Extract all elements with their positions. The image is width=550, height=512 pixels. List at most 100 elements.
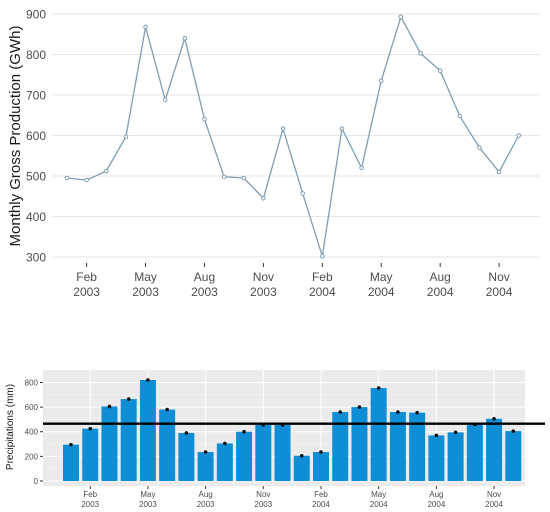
precipitation-bar — [139, 380, 156, 481]
precipitation-bar — [447, 432, 464, 481]
precipitation-bar — [178, 432, 195, 481]
precipitation-data-point — [396, 410, 400, 414]
precipitation-x-tick-label-year: 2004 — [312, 500, 330, 509]
production-x-tick-label-year: 2004 — [427, 285, 454, 299]
precipitation-data-point — [88, 426, 93, 431]
precipitation-data-point — [69, 442, 73, 447]
precipitation-x-tick-label-year: 2003 — [254, 500, 272, 509]
production-data-point — [84, 177, 89, 183]
production-y-tick-label: 700 — [26, 89, 46, 103]
precipitation-data-point — [415, 410, 419, 415]
production-x-tick-label-year: 2003 — [191, 285, 218, 299]
production-data-point — [359, 165, 364, 171]
production-y-tick-label: 600 — [26, 129, 46, 143]
precipitation-x-tick-label-year: 2004 — [370, 500, 388, 509]
precipitation-x-tick-label-month: Feb — [314, 490, 328, 499]
precipitation-x-tick-label-month: May — [140, 490, 155, 499]
production-x-tick-label-year: 2004 — [309, 285, 336, 299]
precipitation-x-tick-label-year: 2004 — [485, 500, 503, 509]
precipitation-bar — [274, 424, 291, 481]
production-data-point — [339, 126, 345, 131]
precipitation-y-ticks: 0 200 400 600 800 — [25, 378, 43, 486]
precipitation-data-point — [357, 405, 362, 409]
precipitation-bar — [428, 435, 445, 481]
precipitation-x-tick-label-month: Feb — [83, 490, 97, 499]
precipitation-data-point — [376, 386, 381, 390]
production-x-tick-label-year: 2003 — [250, 285, 277, 299]
precipitation-y-tick-label: 800 — [25, 378, 39, 387]
production-x-ticks: Feb2003May2003Aug2003Nov2003Feb2004May20… — [73, 263, 513, 299]
production-series-line — [66, 15, 520, 257]
precipitation-bar — [82, 428, 99, 481]
precipitation-bar — [312, 452, 329, 481]
production-data-point — [477, 145, 482, 150]
precipitation-y-tick-label: 200 — [25, 452, 39, 461]
production-y-tick-label: 400 — [26, 210, 46, 224]
production-series-points — [64, 14, 522, 259]
precipitation-data-point — [492, 416, 496, 421]
precipitation-bar — [159, 409, 176, 481]
precipitation-data-point — [338, 410, 343, 414]
production-x-tick-label-month: Feb — [312, 270, 333, 284]
precipitation-data-point — [299, 453, 304, 458]
precipitation-bar — [101, 406, 118, 481]
production-x-tick-label-month: Feb — [76, 270, 97, 284]
precipitation-data-point — [319, 450, 323, 454]
precipitation-bar — [466, 424, 483, 481]
precipitation-bar — [351, 407, 368, 481]
production-y-axis-label: Monthly Gross Production (GWh) — [7, 26, 24, 247]
precipitation-bar — [216, 443, 233, 481]
precipitation-data-point — [146, 378, 150, 382]
precipitation-data-point — [453, 430, 458, 435]
precipitation-bar — [370, 388, 387, 481]
precipitation-bar — [236, 431, 253, 481]
precipitation-bar — [409, 412, 426, 481]
production-data-point — [418, 50, 423, 56]
precipitation-bar — [63, 444, 79, 481]
precipitation-y-tick-label: 0 — [34, 477, 39, 486]
precipitation-x-tick-label-year: 2003 — [81, 500, 99, 509]
production-x-tick-label-year: 2003 — [73, 285, 100, 299]
production-data-point — [320, 253, 325, 259]
precipitation-y-tick-label: 600 — [25, 403, 39, 412]
precipitation-y-axis-label: Precipitations (mm) — [5, 384, 16, 470]
precipitation-y-tick-label: 400 — [25, 428, 39, 437]
production-data-point — [182, 36, 188, 41]
precipitation-x-tick-label-month: Aug — [198, 490, 212, 499]
production-x-tick-label-month: May — [134, 270, 157, 284]
production-x-tick-label-month: Nov — [253, 270, 274, 284]
precipitation-data-point — [511, 429, 516, 433]
precipitation-x-tick-label-month: Nov — [487, 490, 501, 499]
production-data-point — [123, 134, 129, 140]
production-data-point — [496, 169, 502, 175]
precipitation-x-tick-label-month: Nov — [256, 490, 270, 499]
production-y-tick-label: 300 — [26, 251, 46, 265]
production-data-point — [437, 68, 443, 73]
precipitation-bar — [389, 412, 406, 481]
precipitation-x-tick-label-year: 2004 — [427, 500, 445, 509]
production-data-point — [103, 168, 109, 174]
precipitation-bar — [120, 399, 137, 481]
precipitation-x-tick-label-month: May — [371, 490, 386, 499]
precipitation-bar — [486, 418, 503, 481]
production-x-tick-label-year: 2004 — [486, 285, 513, 299]
precipitation-bar — [332, 412, 349, 481]
production-x-tick-label-month: Aug — [194, 270, 215, 284]
precipitation-bar — [197, 452, 214, 481]
precipitation-data-point — [223, 441, 227, 446]
precipitation-x-tick-label-year: 2003 — [139, 500, 157, 509]
production-data-point — [398, 14, 404, 20]
production-x-tick-label-month: May — [370, 270, 393, 284]
precipitation-data-point — [126, 397, 131, 401]
production-data-point — [162, 97, 168, 103]
precipitation-bar — [255, 424, 272, 481]
production-data-point — [202, 117, 207, 122]
production-data-point — [261, 195, 266, 201]
production-data-point — [221, 174, 227, 180]
precipitation-data-point — [434, 433, 439, 438]
production-y-tick-label: 800 — [26, 48, 46, 62]
precipitation-x-ticks: Feb2003May2003Aug2003Nov2003Feb2004May20… — [81, 486, 504, 509]
production-data-point — [241, 175, 247, 181]
